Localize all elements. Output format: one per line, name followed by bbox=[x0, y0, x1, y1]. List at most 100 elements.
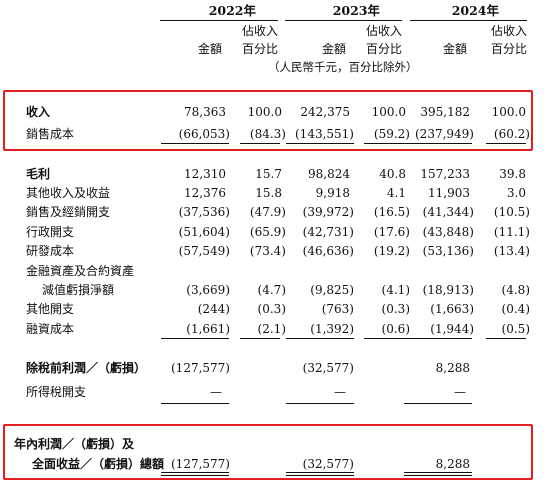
unit-note: （人民幣千元，百分比除外） bbox=[268, 60, 418, 74]
cell-pbt-2023-amount: (32,577) bbox=[302, 361, 354, 375]
cell-tax-2023-amount: — bbox=[334, 385, 346, 399]
year-underline-2024 bbox=[410, 20, 527, 21]
cell-gross-profit-2024-pct: 39.8 bbox=[499, 167, 526, 181]
cell-selling-expenses-2022-pct: (47.9) bbox=[249, 205, 286, 219]
year-header-2023: 2023年 bbox=[332, 3, 380, 18]
amount-header-2022: 金額 bbox=[197, 42, 222, 56]
cell-pbt-2022-amount: (127,577) bbox=[171, 361, 230, 375]
cell-admin-expenses-2024-pct: (11.1) bbox=[493, 225, 530, 239]
subtotal-line-2023-pct bbox=[364, 143, 404, 144]
total-double-line-2022 bbox=[161, 472, 229, 476]
cell-pbt-2024-amount: 8,288 bbox=[435, 361, 470, 375]
cell-finance-costs-2024-amount: (1,944) bbox=[430, 322, 474, 336]
cell-other-income-2022-pct: 15.8 bbox=[255, 186, 282, 200]
cell-admin-expenses-2023-amount: (42,731) bbox=[302, 225, 354, 239]
cell-tax-2024-amount: — bbox=[454, 385, 466, 399]
cell-finance-costs-2024-pct: (0.5) bbox=[501, 322, 530, 336]
year-header-2024: 2024年 bbox=[451, 3, 499, 18]
tax-line-2024 bbox=[404, 403, 472, 404]
cell-cost-of-sales-2022-pct: (84.3) bbox=[249, 127, 286, 141]
cell-impairment-2022-pct: (4.7) bbox=[257, 283, 286, 297]
cell-revenue-2023-pct: 100.0 bbox=[371, 105, 406, 119]
cell-gross-profit-2023-pct: 40.8 bbox=[379, 167, 406, 181]
cell-gross-profit-2022-pct: 15.7 bbox=[255, 167, 282, 181]
cell-other-expenses-2023-pct: (0.3) bbox=[381, 302, 410, 316]
pretax-line-2024-pct bbox=[486, 338, 526, 339]
cell-total-2023-amount: (32,577) bbox=[302, 457, 354, 471]
cell-other-income-2023-amount: 9,918 bbox=[315, 186, 350, 200]
pct-header-line1-2022: 佔收入 bbox=[241, 24, 278, 38]
row-label-financial-assets: 金融資產及合約資產 bbox=[26, 264, 135, 278]
cell-cost-of-sales-2023-amount: (143,551) bbox=[295, 127, 354, 141]
row-label-admin-expenses: 行政開支 bbox=[26, 225, 75, 239]
cell-other-income-2024-amount: 11,903 bbox=[428, 186, 470, 200]
cell-revenue-2024-pct: 100.0 bbox=[491, 105, 526, 119]
cell-selling-expenses-2023-amount: (39,972) bbox=[302, 205, 354, 219]
cell-impairment-2024-amount: (18,913) bbox=[422, 283, 474, 297]
cell-other-expenses-2022-amount: (244) bbox=[197, 302, 230, 316]
cell-revenue-2022-pct: 100.0 bbox=[247, 105, 282, 119]
cell-impairment-2023-amount: (9,825) bbox=[310, 283, 354, 297]
amount-header-2023: 金額 bbox=[321, 42, 346, 56]
cell-admin-expenses-2022-amount: (51,604) bbox=[178, 225, 230, 239]
cell-gross-profit-2024-amount: 157,233 bbox=[420, 167, 470, 181]
cell-other-income-2023-pct: 4.1 bbox=[386, 186, 406, 200]
total-double-line-2024 bbox=[404, 472, 472, 476]
cell-finance-costs-2022-pct: (2.1) bbox=[257, 322, 286, 336]
year-underline-2022 bbox=[160, 20, 278, 21]
row-label-finance-costs: 融資成本 bbox=[26, 322, 75, 336]
subtotal-line-2023-amount bbox=[286, 143, 354, 144]
row-label-profit-before-tax: 除稅前利潤／（虧損） bbox=[26, 361, 147, 375]
cell-rnd-costs-2022-amount: (57,549) bbox=[178, 244, 230, 258]
tax-line-2022 bbox=[161, 403, 229, 404]
row-label-income-tax: 所得稅開支 bbox=[26, 385, 87, 399]
cell-impairment-2024-pct: (4.8) bbox=[501, 283, 530, 297]
row-label-impairment-losses: 減值虧損淨額 bbox=[42, 283, 115, 297]
pretax-line-2024-amount bbox=[404, 338, 472, 339]
cell-other-expenses-2024-pct: (0.4) bbox=[501, 302, 530, 316]
highlight-box-revenue bbox=[3, 90, 533, 151]
cell-rnd-costs-2023-amount: (46,636) bbox=[302, 244, 354, 258]
cell-finance-costs-2023-amount: (1,392) bbox=[310, 322, 354, 336]
cell-rnd-costs-2023-pct: (19.2) bbox=[373, 244, 410, 258]
pct-header-line1-2024: 佔收入 bbox=[490, 24, 527, 38]
subtotal-line-2024-pct bbox=[486, 143, 526, 144]
cell-admin-expenses-2022-pct: (65.9) bbox=[249, 225, 286, 239]
cell-total-2024-amount: 8,288 bbox=[435, 457, 470, 471]
cell-selling-expenses-2023-pct: (16.5) bbox=[373, 205, 410, 219]
cell-revenue-2022-amount: 78,363 bbox=[184, 105, 226, 119]
cell-other-income-2022-amount: 12,376 bbox=[184, 186, 226, 200]
cell-selling-expenses-2024-pct: (10.5) bbox=[493, 205, 530, 219]
pct-header-line2-2023: 百分比 bbox=[365, 42, 402, 56]
row-label-profit-for-year: 年內利潤／（虧損）及 bbox=[14, 437, 135, 451]
subtotal-line-2024-amount bbox=[404, 143, 472, 144]
cell-selling-expenses-2024-amount: (41,344) bbox=[422, 205, 474, 219]
total-double-line-2023 bbox=[286, 472, 354, 476]
row-label-total-comprehensive: 全面收益／（虧損）總額 bbox=[32, 457, 165, 471]
cell-cost-of-sales-2024-pct: (60.2) bbox=[493, 127, 530, 141]
row-label-revenue: 收入 bbox=[26, 105, 51, 119]
cell-cost-of-sales-2023-pct: (59.2) bbox=[373, 127, 410, 141]
cell-tax-2022-amount: — bbox=[210, 385, 222, 399]
tax-line-2023 bbox=[286, 403, 354, 404]
pct-header-line1-2023: 佔收入 bbox=[365, 24, 402, 38]
cell-gross-profit-2023-amount: 98,824 bbox=[308, 167, 350, 181]
highlight-box-total-comprehensive bbox=[3, 424, 533, 480]
cell-admin-expenses-2023-pct: (17.6) bbox=[373, 225, 410, 239]
row-label-other-income: 其他收入及收益 bbox=[26, 186, 111, 200]
row-label-gross-profit: 毛利 bbox=[26, 167, 51, 181]
cell-other-income-2024-pct: 3.0 bbox=[506, 186, 526, 200]
pretax-line-2022-amount bbox=[161, 338, 229, 339]
amount-header-2024: 金額 bbox=[442, 42, 467, 56]
cell-rnd-costs-2024-pct: (13.4) bbox=[493, 244, 530, 258]
cell-gross-profit-2022-amount: 12,310 bbox=[184, 167, 226, 181]
pretax-line-2022-pct bbox=[240, 338, 280, 339]
cell-impairment-2022-amount: (3,669) bbox=[186, 283, 230, 297]
pct-header-line2-2022: 百分比 bbox=[241, 42, 278, 56]
cell-finance-costs-2022-amount: (1,661) bbox=[186, 322, 230, 336]
cell-cost-of-sales-2024-amount: (237,949) bbox=[415, 127, 474, 141]
pretax-line-2023-pct bbox=[364, 338, 404, 339]
year-underline-2023 bbox=[285, 20, 402, 21]
cell-total-2022-amount: (127,577) bbox=[171, 457, 230, 471]
